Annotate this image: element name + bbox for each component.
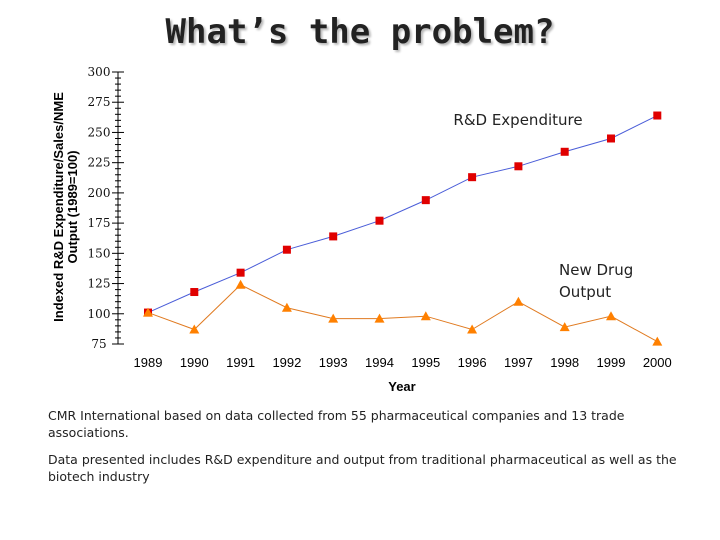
data-point-square (282, 245, 291, 254)
y-tick-label: 275 (88, 95, 111, 109)
data-point-square (375, 216, 384, 225)
x-tick-label: 1998 (550, 355, 579, 370)
series-line-1 (147, 284, 658, 343)
data-point-triangle (328, 313, 339, 323)
x-tick-label: 1992 (272, 355, 301, 370)
y-tick-label: 300 (88, 65, 111, 79)
y-axis: 75 100 125 150 175 200 225 250 275 300 (88, 65, 124, 351)
x-tick-label: 1995 (411, 355, 440, 370)
data-point-square (653, 111, 662, 120)
series-label-new-drug-output: New Drug Output (559, 261, 633, 301)
x-axis-label: Year (388, 379, 415, 394)
x-tick-label: 1993 (319, 355, 348, 370)
source-note: CMR International based on data collecte… (48, 408, 625, 440)
data-point-triangle (374, 313, 385, 323)
data-point-square (236, 268, 245, 277)
data-point-triangle (652, 336, 663, 346)
series-layer (143, 111, 663, 346)
y-tick-label: 125 (88, 277, 111, 291)
data-point-square (190, 288, 199, 297)
data-point-triangle (143, 307, 153, 317)
data-point-triangle (513, 296, 524, 306)
data-point-square (514, 162, 523, 171)
y-tick-label: 200 (88, 186, 111, 200)
data-point-triangle (420, 311, 431, 321)
y-tick-label: 150 (88, 246, 111, 260)
x-tick-label: 1990 (180, 355, 209, 370)
data-point-square (560, 147, 569, 156)
data-point-square (607, 134, 615, 143)
data-point-square (468, 173, 477, 182)
y-tick-label: 175 (88, 216, 111, 230)
data-point-square (421, 196, 430, 205)
y-tick-label: 75 (91, 337, 106, 351)
y-tick-label: 100 (88, 307, 111, 321)
series-line-0 (147, 115, 658, 314)
y-axis-label: Indexed R&D Expenditure/Sales/NMEOutput … (51, 92, 80, 322)
data-point-triangle (559, 322, 570, 332)
data-note: Data presented includes R&D expenditure … (48, 452, 677, 484)
x-tick-label: 1994 (365, 355, 394, 370)
x-tick-label: 1997 (504, 355, 533, 370)
data-point-triangle (467, 324, 478, 334)
data-point-square (329, 232, 338, 241)
data-point-triangle (189, 324, 200, 334)
x-tick-label: 1996 (458, 355, 487, 370)
data-point-triangle (235, 279, 246, 289)
data-point-triangle (606, 311, 616, 321)
x-tick-label: 1999 (597, 355, 626, 370)
data-point-triangle (281, 302, 292, 312)
y-tick-label: 225 (88, 156, 111, 170)
x-tick-label: 2000 (643, 355, 672, 370)
x-axis: 1989 1990 1991 1992 1993 1994 1995 1996 1997 1998… (134, 355, 672, 370)
series-label-rd-expenditure: R&D Expenditure (453, 111, 582, 129)
y-tick-label: 250 (88, 125, 111, 139)
x-tick-label: 1989 (134, 355, 163, 370)
slide-title: What’s the problem? (165, 12, 555, 52)
x-tick-label: 1991 (226, 355, 255, 370)
